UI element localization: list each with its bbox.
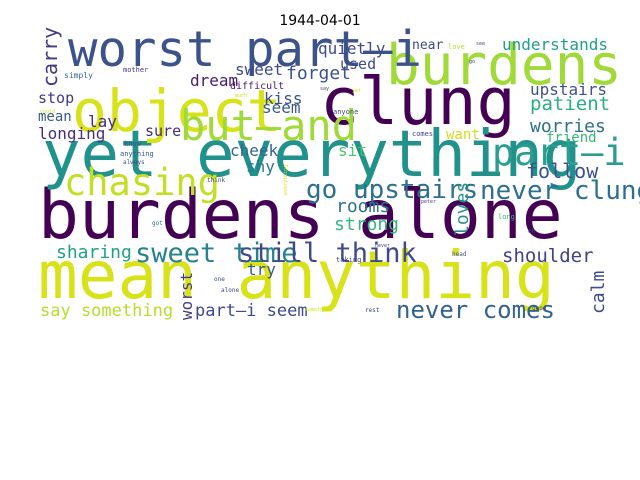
word-26: calm <box>588 271 609 314</box>
word-16: carry <box>38 27 62 87</box>
word-6: burdens <box>386 33 622 98</box>
word-61: think <box>207 177 225 184</box>
word-70: never <box>375 243 390 249</box>
word-25: loves <box>452 182 473 236</box>
word-47: want <box>446 127 480 143</box>
word-64: rest <box>365 307 380 314</box>
word-12: still think <box>238 238 417 269</box>
word-0: burdens <box>38 176 325 255</box>
word-22: strong <box>334 214 399 235</box>
word-58: know <box>124 140 142 148</box>
word-78: something <box>305 307 332 313</box>
word-30: upstairs <box>530 80 607 99</box>
word-66: head <box>452 251 467 258</box>
word-15: never comes <box>396 296 555 324</box>
word-29: understands <box>502 35 608 54</box>
word-63: alone <box>221 287 239 294</box>
word-34: sweet <box>235 60 283 79</box>
word-75: go <box>469 59 475 65</box>
word-21: forget <box>286 63 351 84</box>
word-9: chasing <box>64 161 220 204</box>
word-71: say <box>320 86 329 92</box>
word-3: clung <box>320 65 516 140</box>
word-68: got <box>152 220 163 227</box>
word-45: used <box>340 55 376 73</box>
word-77: everything <box>283 165 289 195</box>
word-72: yet <box>352 88 361 94</box>
word-4: yet everything <box>42 118 581 192</box>
word-19: shoulder <box>502 245 594 267</box>
word-31: try <box>247 260 276 279</box>
word-11: sweet time <box>135 238 298 269</box>
word-33: quietly <box>318 39 386 58</box>
word-73: much <box>235 93 247 99</box>
word-74: could <box>40 109 55 115</box>
word-44: stop <box>38 89 74 107</box>
word-1: alone <box>358 176 563 255</box>
word-23: rooms <box>336 196 390 217</box>
word-52: simply <box>64 71 93 80</box>
word-46: mean <box>38 109 72 125</box>
word-2: mean anything <box>38 237 555 314</box>
word-56: long <box>498 213 515 221</box>
word-28: part—i seem <box>195 301 308 321</box>
word-10: part—i <box>492 131 626 174</box>
word-32: worst <box>177 272 196 320</box>
word-13: never clung <box>480 176 640 206</box>
word-20: sharing <box>56 242 132 263</box>
word-76: see <box>476 41 485 47</box>
word-7: worst part—i <box>68 21 422 78</box>
word-62: one <box>214 276 225 283</box>
word-65: good <box>532 305 547 312</box>
word-18: patient <box>530 93 610 115</box>
word-24: worries <box>530 116 606 137</box>
word-51: difficult <box>230 81 284 92</box>
word-5: object <box>72 77 282 145</box>
word-53: mother <box>123 66 148 74</box>
word-50: love <box>448 43 465 51</box>
word-36: kiss <box>264 89 303 108</box>
word-54: anyone <box>333 108 358 116</box>
word-40: cheek <box>230 141 279 160</box>
word-55: comes <box>412 130 433 138</box>
word-48: friend <box>546 130 597 146</box>
word-14: go upstairs <box>306 175 478 205</box>
word-35: dream <box>190 71 238 90</box>
word-37: seem <box>262 98 301 117</box>
word-67: oh <box>528 228 536 235</box>
word-57: taking <box>336 256 361 264</box>
word-39: longing <box>38 124 105 143</box>
word-17: follow <box>526 159 599 183</box>
word-69: peter <box>421 199 436 205</box>
word-27: say something <box>40 301 173 321</box>
word-38: lay <box>88 112 117 131</box>
word-41: shy <box>246 157 275 176</box>
word-43: sure <box>145 122 181 140</box>
chart-title: 1944-04-01 <box>279 13 361 29</box>
word-42: sit <box>338 141 367 160</box>
word-49: near <box>412 38 443 53</box>
word-59: anything <box>120 150 154 158</box>
word-8: but—and <box>180 101 357 150</box>
word-60: always <box>123 159 145 166</box>
